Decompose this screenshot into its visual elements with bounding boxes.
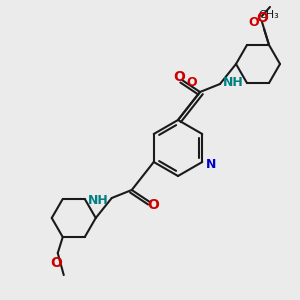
Text: O: O	[249, 16, 259, 29]
Text: O: O	[147, 198, 159, 212]
Text: O: O	[187, 76, 197, 88]
Text: CH₃: CH₃	[259, 10, 279, 20]
Text: NH: NH	[223, 76, 244, 88]
Text: NH: NH	[88, 194, 109, 206]
Text: O: O	[50, 256, 62, 270]
Text: O: O	[173, 70, 185, 84]
Text: N: N	[206, 158, 217, 170]
Text: O: O	[256, 11, 268, 25]
